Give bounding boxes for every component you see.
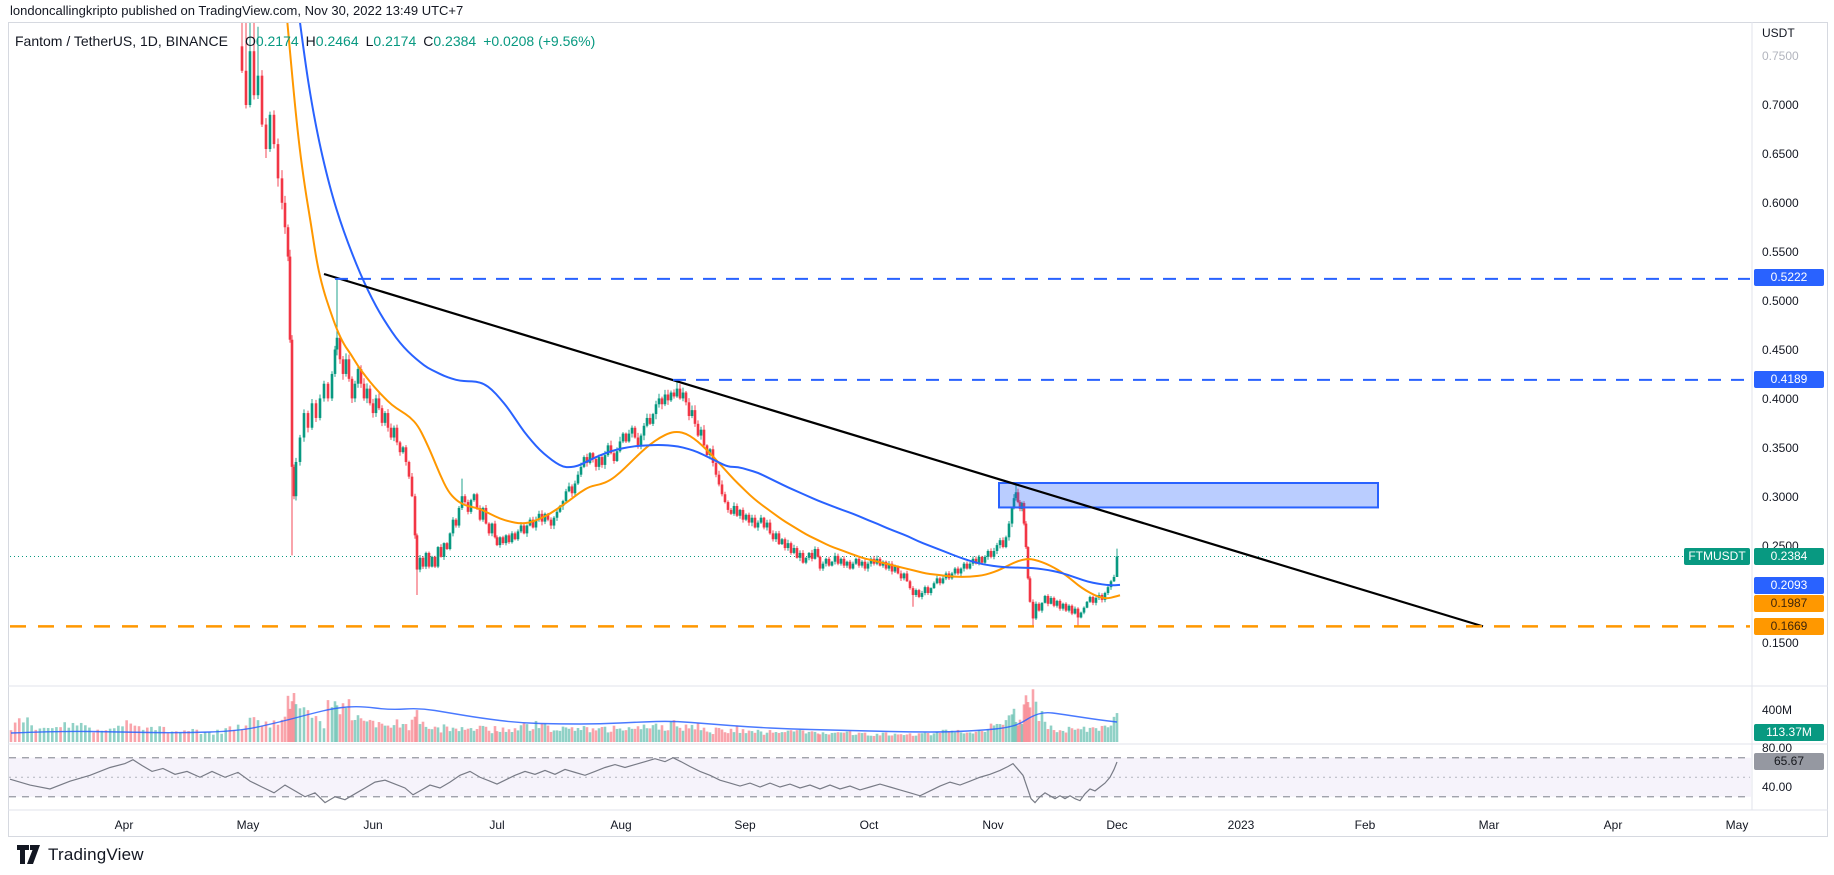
high-value: 0.2464 bbox=[315, 33, 359, 49]
attribution-text: londoncallingkripto published on Trading… bbox=[10, 3, 464, 18]
axis-label-0.4000: 0.4000 bbox=[1762, 392, 1799, 406]
time-label-nov: Nov bbox=[982, 818, 1004, 832]
rsi-badge: 65.67 bbox=[1754, 753, 1824, 770]
axis-label-0.3000: 0.3000 bbox=[1762, 490, 1799, 504]
axis-label-0.1500: 0.1500 bbox=[1762, 636, 1799, 650]
tradingview-logo-text: TradingView bbox=[48, 844, 144, 864]
axis-label-0.7500: 0.7500 bbox=[1762, 49, 1799, 63]
time-label-may: May bbox=[236, 818, 260, 832]
time-label-sep: Sep bbox=[734, 818, 756, 832]
axis-label-400m: 400M bbox=[1762, 703, 1793, 717]
symbol-legend: Fantom / TetherUS, 1D, BINANCE O0.2174 H0.… bbox=[15, 33, 595, 49]
close-label: C bbox=[423, 33, 434, 49]
axis-label-0.3500: 0.3500 bbox=[1762, 441, 1799, 455]
close-value: 0.2384 bbox=[433, 33, 477, 49]
open-label: O bbox=[244, 33, 256, 49]
time-label-mar: Mar bbox=[1478, 818, 1500, 832]
volume-badge: 113.37M bbox=[1754, 724, 1824, 741]
time-label-jun: Jun bbox=[363, 818, 383, 832]
symbol-title: Fantom / TetherUS, 1D, BINANCE bbox=[15, 33, 228, 49]
time-label-apr: Apr bbox=[1603, 818, 1623, 832]
ma-slow-badge: 0.2093 bbox=[1754, 577, 1824, 594]
open-value: 0.2174 bbox=[255, 33, 299, 49]
level-badge-04189: 0.4189 bbox=[1754, 371, 1824, 388]
symbol-name-badge: FTMUSDT bbox=[1684, 548, 1750, 565]
axis-label-0.7000: 0.7000 bbox=[1762, 98, 1799, 112]
time-label-aug: Aug bbox=[610, 818, 632, 832]
low-label: L bbox=[365, 33, 374, 49]
time-label-may: May bbox=[1725, 818, 1749, 832]
tradingview-logo[interactable]: TradingView bbox=[16, 844, 144, 865]
high-label: H bbox=[305, 33, 316, 49]
tradingview-logo-icon bbox=[17, 845, 40, 864]
axis-label-0.6000: 0.6000 bbox=[1762, 196, 1799, 210]
axis-label-usdt: USDT bbox=[1762, 26, 1795, 40]
time-label-apr: Apr bbox=[114, 818, 134, 832]
level-badge-01669: 0.1669 bbox=[1754, 618, 1824, 635]
time-label-dec: Dec bbox=[1106, 818, 1128, 832]
axis-label-0.5500: 0.5500 bbox=[1762, 245, 1799, 259]
axis-label-80.00: 80.00 bbox=[1762, 741, 1793, 755]
axis-label-40.00: 40.00 bbox=[1762, 780, 1793, 794]
level-badge-05222: 0.5222 bbox=[1754, 269, 1824, 286]
axis-label-0.5000: 0.5000 bbox=[1762, 294, 1799, 308]
time-label-2023: 2023 bbox=[1227, 818, 1255, 832]
chart-frame bbox=[8, 22, 1828, 837]
ma-fast-badge: 0.1987 bbox=[1754, 595, 1824, 612]
axis-label-0.4500: 0.4500 bbox=[1762, 343, 1799, 357]
low-value: 0.2174 bbox=[373, 33, 417, 49]
last-price-badge: 0.2384 bbox=[1754, 548, 1824, 565]
time-label-jul: Jul bbox=[489, 818, 505, 832]
time-label-oct: Oct bbox=[859, 818, 879, 832]
time-label-feb: Feb bbox=[1354, 818, 1376, 832]
axis-label-0.6500: 0.6500 bbox=[1762, 147, 1799, 161]
change-value: +0.0208 (+9.56%) bbox=[483, 33, 596, 49]
